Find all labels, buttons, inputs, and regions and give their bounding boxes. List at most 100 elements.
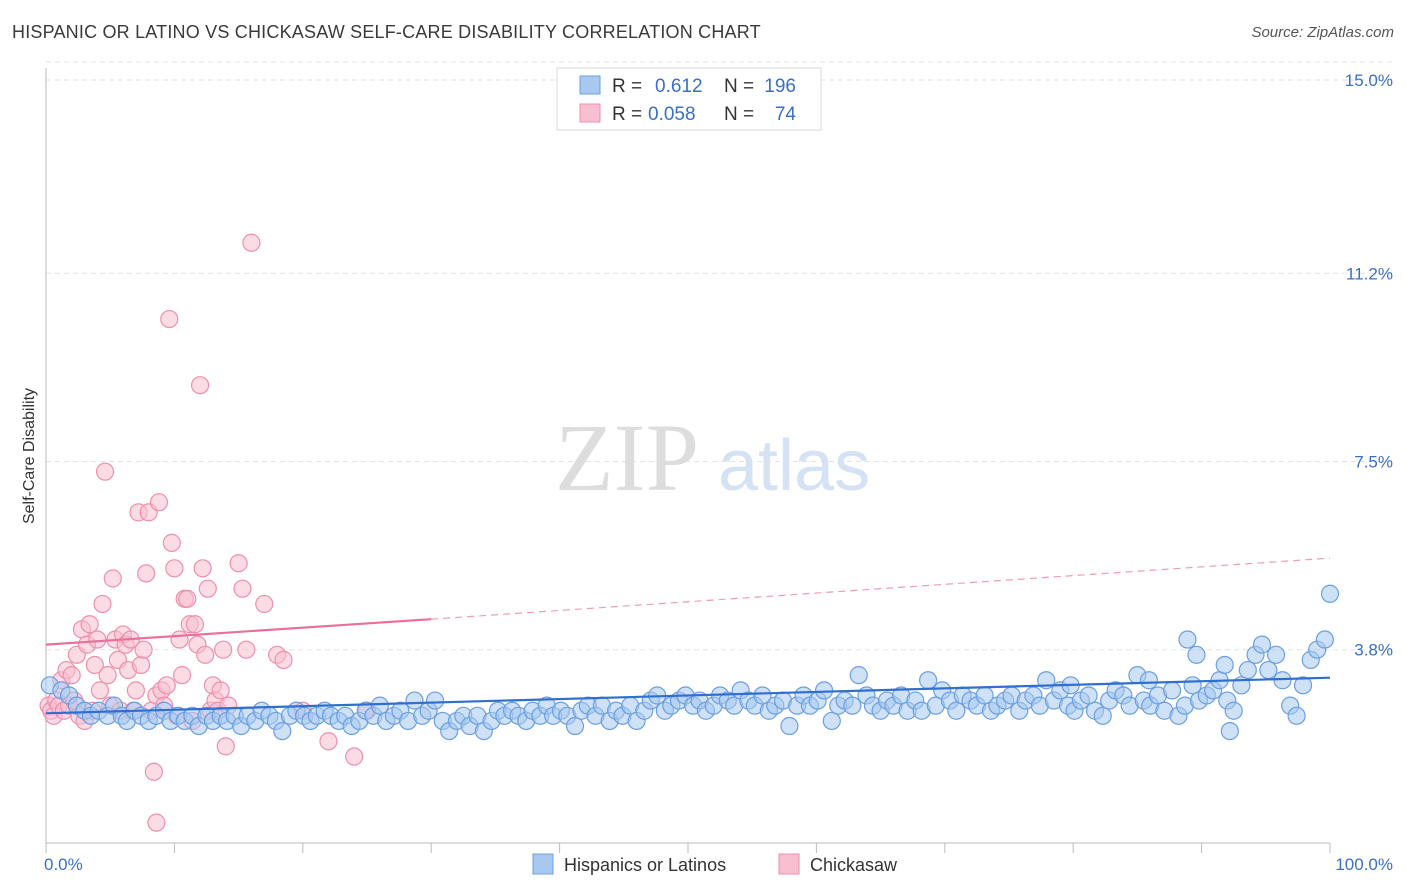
chickasaw-point	[162, 533, 181, 552]
hispanic-point	[1238, 660, 1257, 680]
stats-n-label-pink: N =	[724, 104, 754, 125]
source-label: Source: ZipAtlas.com	[1251, 24, 1394, 41]
hispanic-point	[1079, 686, 1098, 705]
stats-box-frame	[556, 67, 822, 131]
chickasaw-point	[62, 666, 81, 685]
hispanic-point	[849, 666, 868, 685]
chickasaw-point	[178, 589, 197, 608]
legend-label-hispanic: Hispanics or Latinos	[564, 855, 726, 875]
hispanic-point	[1287, 706, 1306, 725]
x-tick-max: 100.0%	[1335, 855, 1393, 874]
chickasaw-point	[229, 554, 248, 573]
watermark-atlas: atlas	[718, 426, 870, 506]
hispanic-point	[1320, 584, 1340, 603]
stats-r-label-blue: R =	[612, 76, 642, 97]
chickasaw-point	[90, 681, 110, 700]
chickasaw-point	[211, 681, 230, 700]
hispanic-point	[1187, 645, 1206, 664]
hispanic-point	[405, 691, 424, 710]
chickasaw-point	[196, 645, 215, 664]
chickasaw-point	[193, 559, 212, 578]
stats-n-label-blue: N =	[724, 76, 754, 97]
hispanic-point	[1220, 721, 1239, 741]
legend-label-chickasaw: Chickasaw	[810, 855, 898, 875]
series-hispanic-points	[40, 584, 1340, 741]
trend-lines	[45, 557, 1331, 715]
chickasaw-point	[185, 615, 205, 634]
chickasaw-point	[126, 681, 145, 700]
hispanic-point	[370, 696, 389, 715]
chickasaw-point	[237, 640, 256, 659]
x-tick-min: 0.0%	[44, 855, 83, 874]
hispanic-point	[822, 711, 841, 731]
chickasaw-point	[216, 737, 235, 756]
chickasaw-point	[93, 594, 112, 614]
chickasaw-point	[160, 309, 179, 329]
y-tick-label: 7.5%	[1354, 453, 1393, 472]
chickasaw-point	[165, 559, 184, 578]
hispanic-point	[780, 716, 799, 736]
chickasaw-point	[95, 462, 115, 481]
hispanic-point	[1259, 660, 1278, 680]
hispanic-point	[1224, 701, 1243, 720]
chickasaw-point	[214, 640, 233, 659]
stats-r-value-blue: 0.612	[655, 76, 703, 97]
y-axis-label: Self-Care Disability	[21, 388, 38, 524]
hispanic-trend-line	[45, 676, 1331, 715]
y-tick-label: 15.0%	[1345, 71, 1393, 90]
legend-swatch-hispanic	[532, 853, 554, 875]
stats-n-value-blue: 196	[764, 76, 796, 97]
stats-n-value-pink: 74	[775, 104, 797, 125]
hispanic-point	[1183, 676, 1202, 695]
hispanic-point	[919, 671, 938, 690]
chickasaw-point	[144, 762, 163, 781]
hispanic-point	[947, 701, 966, 720]
hispanic-point	[1252, 635, 1272, 654]
stats-swatch-blue	[579, 75, 601, 95]
chickasaw-point	[319, 732, 338, 751]
hispanic-point	[1266, 645, 1286, 664]
stats-r-value-pink: 0.058	[648, 104, 696, 125]
chickasaw-point	[88, 630, 107, 649]
hispanic-point	[1139, 671, 1159, 690]
chickasaw-point	[103, 569, 122, 588]
chickasaw-point	[80, 615, 99, 634]
chickasaw-point	[170, 630, 189, 649]
chickasaw-point	[134, 640, 153, 659]
legend-swatch-chickasaw	[778, 853, 800, 875]
hispanic-point	[425, 691, 445, 710]
chickasaw-point	[255, 594, 274, 614]
hispanic-point	[843, 696, 862, 715]
hispanic-point	[273, 721, 292, 741]
chickasaw-point	[147, 813, 166, 832]
chickasaw-point	[98, 666, 117, 685]
chart-title: HISPANIC OR LATINO VS CHICKASAW SELF-CAR…	[12, 22, 761, 42]
chickasaw-point	[137, 564, 156, 583]
y-tick-labels: 3.8% 7.5% 11.2% 15.0%	[1345, 71, 1393, 660]
chickasaw-point	[190, 376, 210, 395]
hispanic-point	[1178, 630, 1197, 649]
stats-r-label-pink: R =	[612, 104, 642, 125]
chickasaw-point	[173, 666, 192, 685]
stats-legend: R = 0.612 N = 196 R = 0.058 N = 74	[556, 67, 822, 131]
chickasaw-point	[131, 655, 151, 675]
chickasaw-trend-line	[45, 618, 432, 646]
chickasaw-point	[198, 579, 217, 598]
hispanic-point	[1315, 630, 1334, 649]
hispanic-point	[815, 681, 834, 700]
chickasaw-point	[157, 676, 176, 695]
y-tick-label: 11.2%	[1346, 264, 1393, 283]
stats-swatch-pink	[579, 103, 601, 123]
grid-lines	[46, 61, 1395, 651]
chickasaw-point	[233, 579, 252, 598]
hispanic-point	[1162, 681, 1182, 700]
bottom-legend: Hispanics or Latinos Chickasaw	[532, 853, 898, 875]
hispanic-point	[1093, 706, 1112, 725]
watermark-zip: ZIP	[555, 404, 699, 511]
chickasaw-point	[242, 233, 261, 252]
chickasaw-point	[149, 493, 169, 512]
chickasaw-point	[345, 747, 364, 766]
series-chickasaw-points	[39, 233, 377, 832]
hispanic-point	[1293, 676, 1313, 695]
